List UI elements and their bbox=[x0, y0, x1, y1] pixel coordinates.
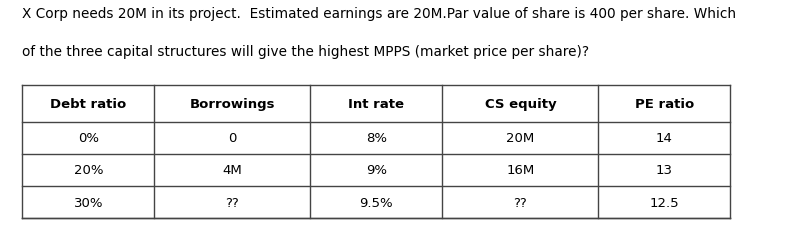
Text: 13: 13 bbox=[656, 164, 673, 177]
Text: 30%: 30% bbox=[74, 196, 103, 209]
Text: 9.5%: 9.5% bbox=[359, 196, 394, 209]
Text: of the three capital structures will give the highest MPPS (market price per sha: of the three capital structures will giv… bbox=[22, 45, 590, 59]
Text: 16M: 16M bbox=[506, 164, 534, 177]
Text: Int rate: Int rate bbox=[349, 97, 405, 110]
Text: X Corp needs 20M in its project.  Estimated earnings are 20M.Par value of share : X Corp needs 20M in its project. Estimat… bbox=[22, 7, 737, 21]
Text: 20%: 20% bbox=[74, 164, 103, 177]
Text: 20M: 20M bbox=[506, 132, 534, 144]
Text: ??: ?? bbox=[514, 196, 527, 209]
Text: 8%: 8% bbox=[366, 132, 387, 144]
Text: Borrowings: Borrowings bbox=[190, 97, 275, 110]
Text: 0: 0 bbox=[228, 132, 237, 144]
Text: PE ratio: PE ratio bbox=[634, 97, 694, 110]
Text: 0%: 0% bbox=[78, 132, 99, 144]
Text: Debt ratio: Debt ratio bbox=[50, 97, 126, 110]
Text: CS equity: CS equity bbox=[485, 97, 556, 110]
Text: 4M: 4M bbox=[222, 164, 242, 177]
Text: 12.5: 12.5 bbox=[650, 196, 679, 209]
Text: 9%: 9% bbox=[366, 164, 387, 177]
Text: ??: ?? bbox=[226, 196, 239, 209]
Text: 14: 14 bbox=[656, 132, 673, 144]
